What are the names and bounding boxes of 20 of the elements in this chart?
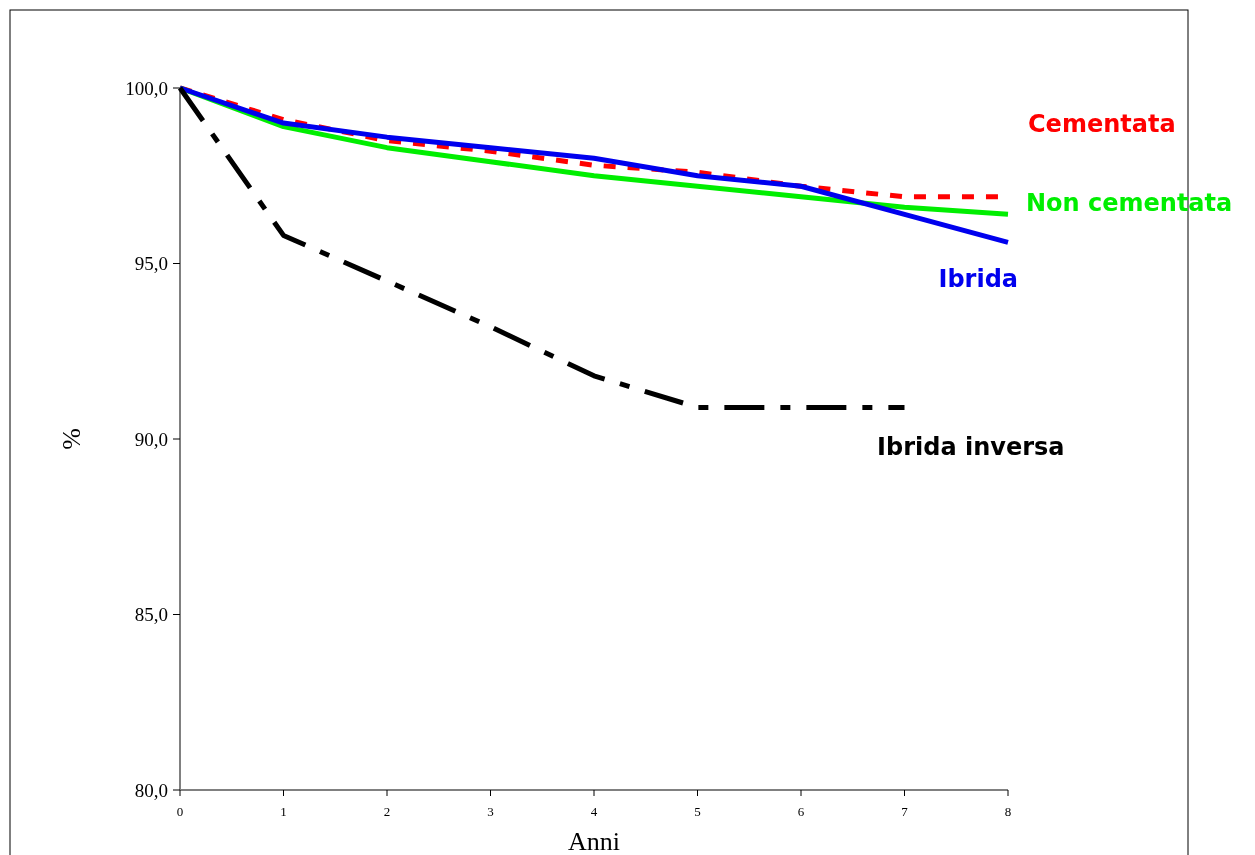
series-label: Ibrida [938,265,1018,294]
x-tick-label: 1 [280,804,287,819]
y-tick-label: 80,0 [134,779,168,801]
x-tick-label: 7 [901,804,909,819]
x-tick-label: 0 [176,804,184,819]
x-tick-label: 5 [694,804,701,819]
text: Cementata [1028,109,1176,138]
x-tick-label: 6 [797,804,805,819]
x-tick-label: 3 [487,804,494,819]
series-label: Ibrida inversa [877,433,1065,462]
series-label: Non cementata [1026,189,1233,218]
y-tick-label: 85,0 [134,604,168,626]
x-tick-label: 4 [590,804,598,819]
x-tick-label: 8 [1004,804,1012,819]
y-tick-label: 95,0 [134,253,168,275]
x-tick-label: 2 [383,804,391,819]
x-axis-title: Anni [568,827,620,855]
y-tick-label: 100,0 [125,77,168,99]
y-tick-label: 90,0 [134,428,168,450]
y-axis-title: % [57,428,86,450]
